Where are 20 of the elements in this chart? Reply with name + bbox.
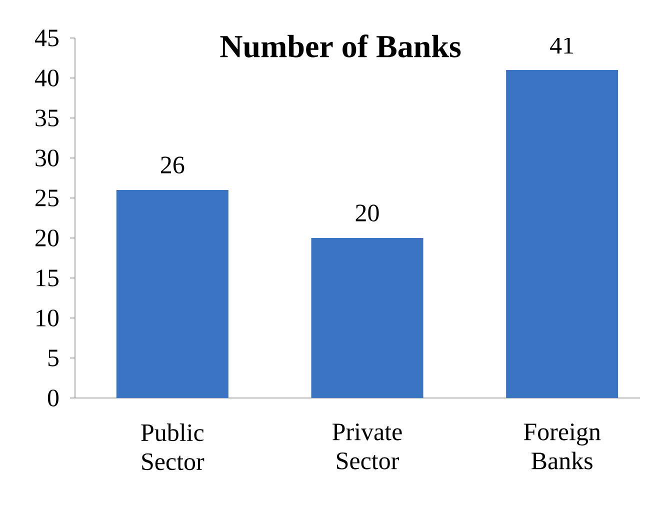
y-tick-label: 20 (36, 230, 59, 246)
chart-title: Number of Banks (220, 34, 461, 58)
x-tick-label: Private Sector (332, 424, 402, 470)
data-label: 26 (161, 156, 184, 174)
y-tick-label: 45 (34, 30, 58, 46)
y-tick-label: 30 (36, 150, 59, 166)
y-tick-label: 25 (36, 190, 58, 206)
data-label: 41 (550, 36, 574, 54)
y-tick-label: 35 (36, 110, 58, 126)
y-tick-label: 10 (36, 310, 59, 326)
y-tick-label: 5 (48, 350, 58, 366)
y-tick-label: 0 (48, 390, 59, 406)
bar (116, 190, 228, 398)
bar (311, 238, 424, 398)
y-tick-label: 40 (34, 70, 59, 86)
data-label: 20 (356, 204, 379, 222)
y-tick-label: 15 (36, 270, 58, 286)
bar (506, 70, 618, 398)
x-tick-label: Public Sector (141, 424, 204, 470)
x-tick-label: Foreign Banks (524, 424, 601, 470)
